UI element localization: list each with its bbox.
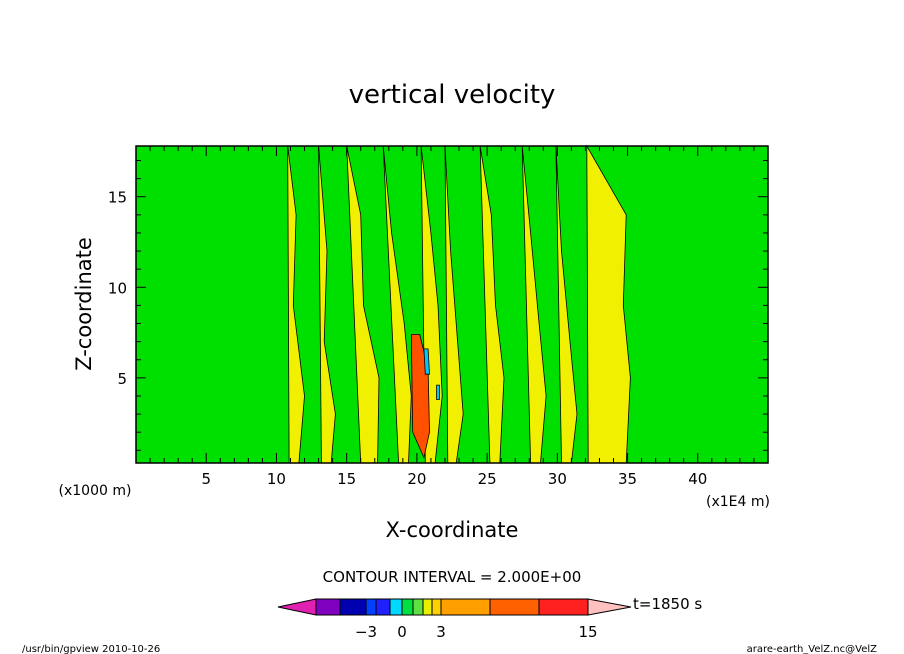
contour-region-negative	[423, 348, 430, 375]
colorbar-segment	[389, 598, 403, 616]
colorbar-tick-labels: −3 0 3 15	[355, 623, 598, 641]
contour-region-negative	[436, 384, 440, 401]
colorbar-segment	[489, 598, 540, 616]
chart-title: vertical velocity	[349, 80, 556, 110]
x-tick-label: 20	[407, 470, 426, 488]
colorbar-segment	[412, 598, 424, 616]
y-tick-label: 10	[108, 279, 127, 297]
contour-regions	[287, 144, 631, 464]
y-tick-label: 5	[117, 370, 127, 388]
x-axis-ticks: 5 10 15 20 25 30 35 40	[149, 146, 755, 488]
colorbar-min-arrow	[277, 598, 317, 616]
plot-frame	[135, 145, 769, 464]
footer-right: arare-earth_VelZ.nc@VelZ	[747, 644, 878, 654]
colorbar-segment	[401, 598, 414, 616]
x-tick-label: 30	[548, 470, 567, 488]
x-tick-label: 5	[201, 470, 211, 488]
colorbar-max-arrow	[587, 598, 632, 616]
colorbar-segment	[365, 598, 377, 616]
colorbar-segment	[440, 598, 491, 616]
colorbar-segment	[431, 598, 442, 616]
y-tick-label: 15	[108, 189, 127, 207]
colorbar-segment	[315, 598, 341, 616]
colorbar-tick-label: 15	[578, 623, 597, 641]
colorbar-tick-label: −3	[355, 623, 377, 641]
y-axis-label: Z-coordinate	[72, 237, 96, 371]
colorbar-segment	[422, 598, 433, 616]
colorbar-tick-label: 0	[397, 623, 407, 641]
x-axis-label: X-coordinate	[386, 518, 519, 542]
footer-left: /usr/bin/gpview 2010-10-26	[22, 644, 160, 654]
colorbar	[277, 598, 632, 616]
contour-interval-label: CONTOUR INTERVAL = 2.000E+00	[323, 568, 582, 586]
colorbar-segment	[538, 598, 589, 616]
y-axis-ticks: 5 10 15	[108, 159, 768, 451]
colorbar-segment	[375, 598, 391, 616]
plot-area: 5 10 15 20 25 30 35 40 5 10 15	[108, 144, 769, 488]
x-tick-label: 10	[267, 470, 286, 488]
colorbar-tick-label: 3	[436, 623, 446, 641]
x-tick-label: 35	[618, 470, 637, 488]
x-unit-right: (x1E4 m)	[706, 494, 770, 510]
x-tick-label: 40	[688, 470, 707, 488]
x-unit-left: (x1000 m)	[59, 483, 132, 499]
time-label: t=1850 s	[633, 595, 702, 613]
x-tick-label: 25	[478, 470, 497, 488]
colorbar-segment	[339, 598, 367, 616]
x-tick-label: 15	[337, 470, 356, 488]
